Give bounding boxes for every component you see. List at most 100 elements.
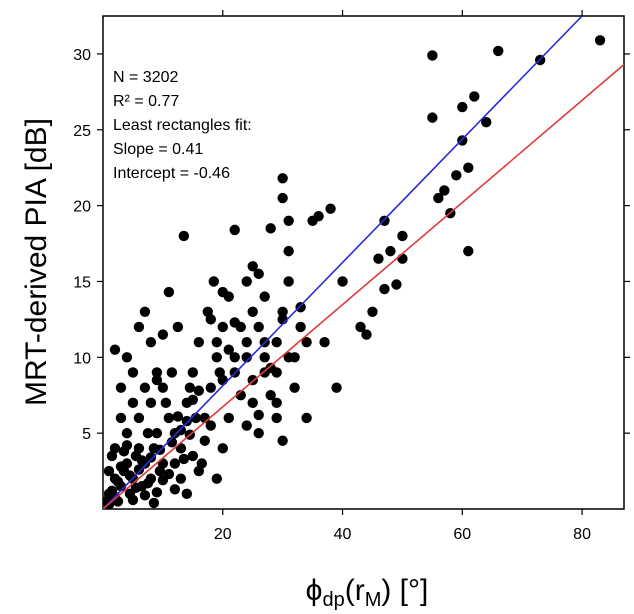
data-point	[151, 367, 163, 378]
y-axis-label: MRT-derived PIA [dB]	[20, 118, 53, 406]
data-point	[253, 321, 264, 333]
fit-line-blue	[103, 16, 583, 509]
data-point	[427, 50, 438, 61]
data-point	[367, 306, 378, 317]
data-points	[103, 35, 606, 509]
x-label-mid-sub: M	[365, 589, 382, 611]
data-point	[433, 192, 444, 204]
x-tick-label: 40	[334, 526, 352, 543]
data-point	[151, 374, 163, 386]
annotation-line: Least rectangles fit:	[113, 117, 252, 134]
y-tick-label: 5	[82, 426, 91, 443]
x-label-phi-sub: dp	[322, 589, 344, 611]
data-point	[229, 352, 240, 363]
data-point	[481, 116, 492, 128]
data-point	[193, 385, 205, 396]
data-point	[163, 286, 175, 298]
data-point	[124, 470, 136, 481]
data-point	[133, 412, 145, 424]
data-point	[319, 336, 330, 348]
data-point	[277, 173, 288, 184]
data-point	[106, 450, 118, 462]
data-point	[277, 306, 288, 317]
data-point	[361, 329, 372, 340]
data-point	[127, 494, 139, 506]
data-point	[175, 424, 187, 436]
data-point	[211, 336, 222, 348]
data-point	[211, 473, 222, 484]
data-point	[157, 382, 169, 393]
x-tick-label: 20	[214, 526, 232, 543]
data-point	[142, 478, 154, 489]
data-point	[133, 321, 145, 333]
data-point	[139, 490, 151, 501]
data-point	[169, 484, 181, 495]
data-point	[277, 192, 288, 204]
data-point	[181, 415, 193, 427]
y-tick-label: 30	[73, 47, 91, 64]
data-point	[253, 409, 264, 421]
data-point	[241, 336, 252, 348]
data-point	[205, 420, 216, 431]
data-point	[109, 344, 121, 355]
data-point	[127, 367, 139, 378]
x-tick-labels: 20 40 60 80	[214, 526, 591, 543]
data-point	[217, 374, 228, 386]
y-tick-label: 15	[73, 274, 91, 291]
data-point	[166, 367, 178, 378]
data-point	[151, 427, 163, 439]
data-point	[169, 458, 181, 469]
data-point	[217, 321, 228, 333]
data-point	[139, 306, 151, 317]
annotation-line: R² = 0.77	[113, 93, 179, 110]
fit-lines	[103, 16, 624, 509]
data-point	[283, 215, 294, 226]
data-point	[115, 382, 127, 393]
data-point	[253, 427, 264, 439]
stats-annotation: N = 3202 R² = 0.77 Least rectangles fit: Sl…	[113, 69, 252, 182]
data-point	[439, 185, 450, 196]
data-point	[265, 223, 276, 234]
y-tick-labels: 5 10 15 20 25 30	[73, 47, 91, 443]
data-point	[145, 336, 157, 348]
plot-frame	[102, 15, 625, 510]
x-tick-label: 80	[573, 526, 591, 543]
data-point	[199, 435, 211, 446]
data-point	[391, 279, 402, 290]
data-point	[115, 461, 127, 472]
data-point	[187, 394, 199, 405]
data-point	[397, 230, 408, 242]
data-point	[112, 476, 124, 487]
data-point	[148, 497, 160, 509]
data-point	[160, 397, 172, 409]
data-point	[259, 352, 270, 363]
data-point	[229, 224, 240, 236]
data-point	[217, 443, 228, 454]
y-tick-label: 10	[73, 350, 91, 367]
data-point	[205, 314, 216, 325]
data-point	[277, 435, 288, 446]
data-point	[397, 253, 408, 264]
data-point	[136, 455, 148, 466]
data-point	[172, 321, 184, 333]
data-point	[115, 412, 127, 424]
data-point	[187, 367, 199, 378]
data-point	[121, 440, 133, 451]
data-point	[463, 245, 474, 257]
fit-line-red	[103, 63, 624, 509]
data-point	[193, 465, 205, 477]
data-point	[187, 450, 199, 462]
data-point	[175, 473, 187, 484]
data-point	[325, 203, 336, 214]
x-tick-label: 60	[453, 526, 471, 543]
data-point	[295, 302, 306, 313]
annotation-line: Intercept = -0.46	[113, 165, 230, 182]
data-point	[184, 382, 196, 393]
annotation-line: N = 3202	[113, 69, 178, 86]
data-point	[265, 362, 276, 374]
x-label-phi: ϕ	[306, 574, 323, 607]
data-point	[451, 170, 462, 181]
data-point	[166, 437, 178, 448]
